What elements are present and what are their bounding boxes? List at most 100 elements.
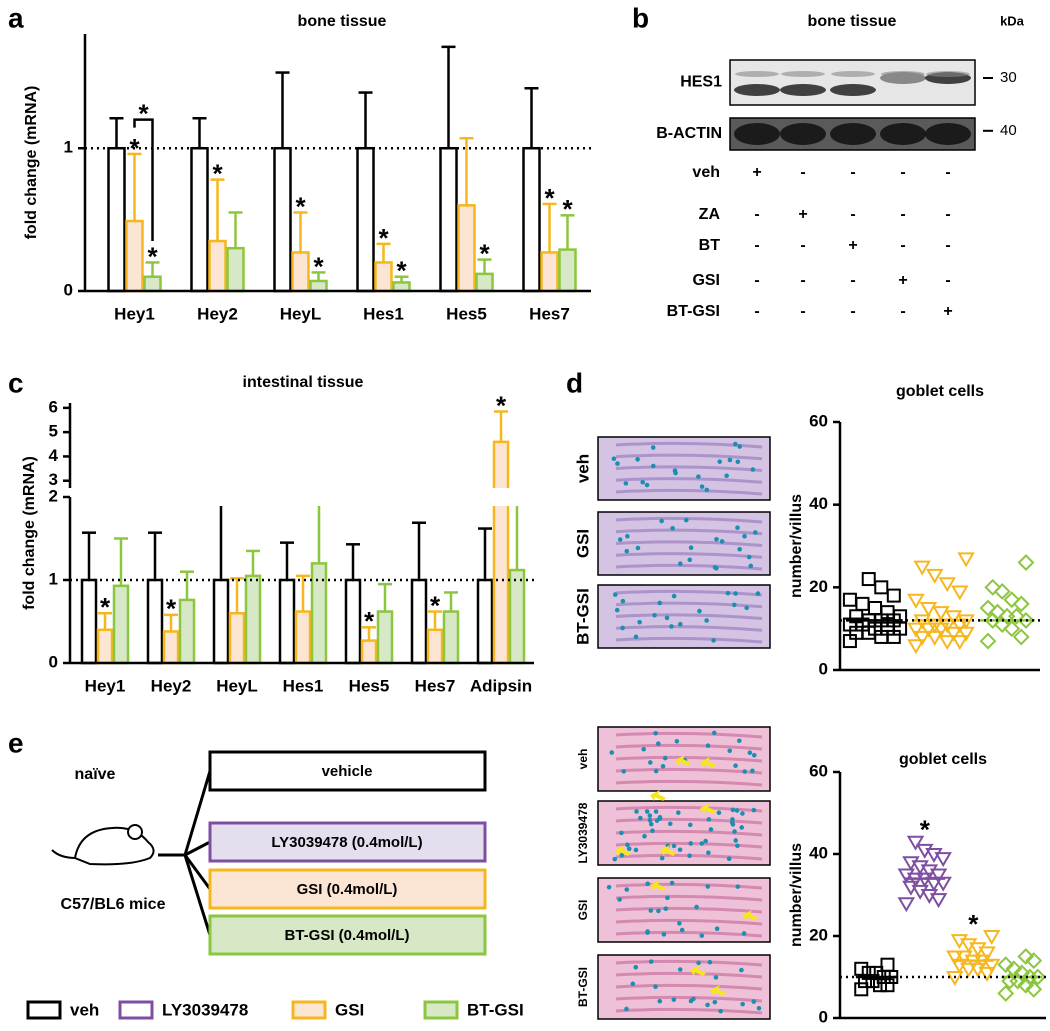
- goblet: [633, 634, 639, 640]
- goblet: [712, 999, 718, 1005]
- goblet: [756, 1005, 762, 1011]
- x-tick-label: Hes1: [363, 304, 404, 323]
- bar: [112, 584, 130, 665]
- panel-label: b: [632, 2, 649, 33]
- point: [855, 596, 870, 611]
- point: [946, 950, 964, 966]
- villus: [615, 805, 763, 813]
- significance: *: [396, 256, 407, 286]
- goblet: [606, 884, 612, 890]
- point: [959, 962, 978, 978]
- villus: [615, 918, 763, 926]
- bar: [344, 578, 362, 665]
- arrow: [650, 790, 666, 801]
- bar: [107, 146, 126, 293]
- goblet: [730, 817, 735, 822]
- goblet: [644, 482, 650, 488]
- point: [946, 971, 964, 986]
- y-tick-label: 2: [49, 486, 58, 505]
- point: [913, 630, 931, 646]
- goblet: [714, 536, 719, 542]
- goblet: [671, 843, 677, 849]
- goblet: [687, 557, 693, 563]
- blot-band: [830, 84, 876, 96]
- legend-swatch: [423, 1000, 459, 1020]
- goblet: [705, 884, 711, 889]
- bar: [426, 628, 444, 665]
- bar: [558, 248, 577, 293]
- goblet: [725, 590, 731, 596]
- condition-sign: -: [754, 237, 759, 254]
- goblet: [676, 810, 681, 815]
- goblet: [621, 769, 627, 774]
- arrow: [742, 910, 758, 921]
- goblet: [751, 807, 757, 813]
- histology-label: BT-GSI: [573, 588, 592, 645]
- villus: [615, 488, 763, 496]
- goblet: [716, 810, 722, 816]
- point: [932, 622, 950, 638]
- point: [1001, 972, 1019, 990]
- goblet: [727, 748, 733, 754]
- bar: [376, 610, 394, 665]
- goblet: [617, 537, 623, 542]
- goblet: [633, 847, 639, 853]
- point: [938, 635, 957, 651]
- goblet: [630, 981, 636, 987]
- point: [938, 577, 957, 593]
- goblet: [650, 463, 656, 469]
- y-axis-label: fold change (mRNA): [21, 456, 38, 610]
- condition-label: BT-GSI: [667, 303, 720, 320]
- villus: [615, 853, 763, 861]
- goblet: [657, 600, 663, 606]
- goblet: [748, 563, 754, 569]
- point: [861, 965, 876, 980]
- y-tick-label: 6: [49, 397, 58, 416]
- goblet: [737, 546, 742, 552]
- point: [950, 934, 969, 950]
- goblet: [711, 730, 717, 736]
- point: [959, 938, 978, 954]
- goblet: [674, 738, 680, 744]
- goblet: [648, 959, 654, 964]
- goblet: [730, 820, 735, 826]
- condition-sign: -: [754, 206, 759, 223]
- chart-title: goblet cells: [899, 751, 987, 768]
- goblet: [717, 459, 723, 464]
- goblet: [677, 921, 682, 926]
- point: [978, 946, 996, 962]
- goblet: [688, 841, 694, 846]
- villus: [615, 465, 763, 472]
- point: [886, 588, 901, 603]
- goblet: [719, 539, 725, 544]
- goblet: [663, 906, 669, 912]
- legend-label: veh: [70, 1000, 99, 1019]
- scheme-strain: C57/BL6 mice: [61, 896, 166, 913]
- arrow: [660, 845, 676, 856]
- point: [913, 560, 931, 576]
- goblet: [739, 825, 745, 830]
- goblet: [669, 624, 674, 629]
- bar: [442, 610, 460, 665]
- point: [997, 984, 1015, 1002]
- significance: *: [212, 159, 223, 189]
- bar: [475, 272, 494, 293]
- goblet: [661, 932, 667, 937]
- goblet: [635, 545, 641, 551]
- bar: [310, 562, 328, 665]
- goblet: [679, 927, 685, 933]
- significance: *: [166, 594, 177, 624]
- legend-swatch: [118, 1000, 154, 1020]
- villus: [615, 743, 763, 751]
- point: [911, 884, 929, 900]
- goblet: [724, 473, 729, 479]
- significance: *: [562, 194, 573, 224]
- point: [1013, 964, 1031, 982]
- goblet: [699, 933, 705, 938]
- goblet: [747, 750, 753, 756]
- blot-band: [926, 71, 970, 77]
- goblet: [667, 821, 673, 827]
- goblet: [705, 1002, 710, 1008]
- condition-sign: -: [945, 164, 950, 181]
- histology-image: [597, 436, 771, 501]
